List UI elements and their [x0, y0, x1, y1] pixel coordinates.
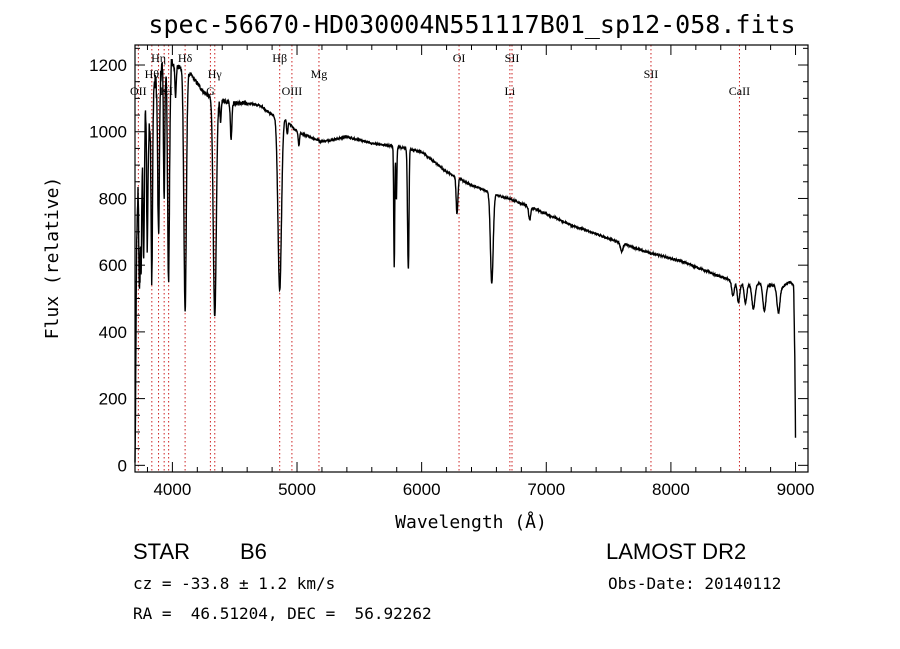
- line-marker-label: Hδ: [178, 51, 193, 65]
- y-tick-label: 800: [99, 189, 127, 208]
- obs-date-text: Obs-Date: 20140112: [608, 574, 782, 593]
- object-class: STAR: [133, 539, 191, 564]
- line-marker-label: Hη: [151, 51, 166, 65]
- line-marker-label: Li: [505, 84, 516, 98]
- x-axis-ticks: 4000 5000 6000 7000 8000 9000: [146, 45, 815, 499]
- line-marker-label: Hθ: [145, 67, 160, 81]
- x-tick-label: 7000: [527, 480, 565, 499]
- x-tick-label: 6000: [403, 480, 441, 499]
- line-marker-label: H: [164, 84, 173, 98]
- coordinates-text: RA = 46.51204, DEC = 56.92262: [133, 604, 432, 623]
- line-marker-label: SII: [505, 51, 520, 65]
- x-tick-label: 8000: [652, 480, 690, 499]
- line-marker-label: Hγ: [208, 67, 223, 81]
- spectral-line-markers: [137, 45, 740, 472]
- y-tick-label: 0: [118, 456, 127, 475]
- x-axis-label: Wavelength (Å): [395, 511, 547, 533]
- line-marker-label: Hβ: [272, 51, 287, 65]
- y-tick-label: 400: [99, 323, 127, 342]
- line-marker-label: OII: [130, 84, 147, 98]
- line-marker-label: CaII: [729, 84, 750, 98]
- y-tick-label: 600: [99, 256, 127, 275]
- x-tick-label: 4000: [153, 480, 191, 499]
- spectrum-line: [134, 58, 797, 463]
- y-axis-ticks: 0 200 400 600 800 1000 1200: [89, 47, 808, 475]
- x-tick-label: 5000: [278, 480, 316, 499]
- y-tick-label: 1200: [89, 56, 127, 75]
- line-marker-label: K: [160, 84, 169, 98]
- x-tick-label: 9000: [777, 480, 815, 499]
- survey-name: LAMOST DR2: [606, 539, 747, 564]
- chart-title: spec-56670-HD030004N551117B01_sp12-058.f…: [148, 10, 795, 39]
- object-subclass: B6: [240, 539, 267, 564]
- line-marker-label: OIII: [282, 84, 303, 98]
- plot-frame: [134, 44, 809, 473]
- spectral-line-labels: OII Hθ Hη KH Hδ G Hγ Hβ OIII Mg OI Li SII SII CaII: [130, 51, 750, 98]
- line-marker-label: G: [206, 84, 215, 98]
- redshift-text: cz = -33.8 ± 1.2 km/s: [133, 574, 336, 593]
- y-axis-label: Flux (relative): [42, 177, 63, 340]
- line-marker-label: SII: [644, 67, 659, 81]
- y-tick-label: 1000: [89, 123, 127, 142]
- line-marker-label: OI: [453, 51, 466, 65]
- y-tick-label: 200: [99, 390, 127, 409]
- line-marker-label: Mg: [311, 67, 328, 81]
